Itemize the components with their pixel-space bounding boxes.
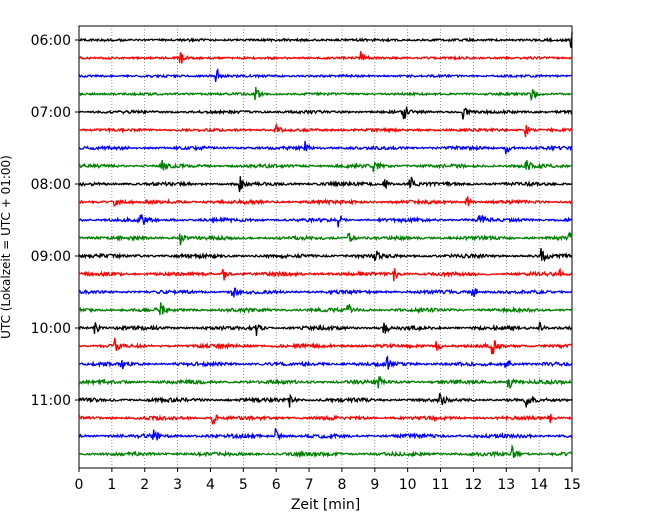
trace-0730 (78, 140, 573, 155)
trace-0715 (78, 122, 573, 138)
x-tick-label: 12 (464, 477, 482, 493)
trace-1100 (78, 392, 573, 408)
trace-0600 (78, 31, 573, 49)
x-tick-label: 2 (140, 477, 149, 493)
trace-1145 (78, 443, 573, 459)
trace-1015 (78, 337, 573, 355)
y-axis-label: UTC (Lokalzeit = UTC + 01:00) (0, 155, 13, 339)
x-axis-ticks: 0 1 2 3 4 5 6 7 8 9 10 11 12 13 14 15 (75, 468, 581, 493)
trace-1000 (78, 321, 573, 336)
trace-0915 (78, 267, 573, 282)
traces (78, 31, 573, 459)
x-tick-label: 6 (272, 477, 281, 493)
x-tick-label: 4 (206, 477, 215, 493)
y-tick-label: 08:00 (31, 177, 71, 193)
trace-1030 (78, 355, 573, 370)
y-tick-label: 07:00 (31, 105, 71, 121)
x-tick-label: 3 (173, 477, 182, 493)
trace-0945 (78, 302, 573, 316)
y-tick-label: 09:00 (31, 249, 71, 265)
trace-1130 (78, 428, 573, 441)
x-tick-label: 13 (497, 477, 515, 493)
trace-1115 (78, 413, 573, 426)
x-tick-label: 1 (107, 477, 116, 493)
x-tick-label: 9 (370, 477, 379, 493)
trace-0845 (78, 231, 573, 246)
trace-0615 (78, 51, 573, 64)
x-tick-label: 7 (305, 477, 314, 493)
x-tick-label: 5 (239, 477, 248, 493)
x-axis-label: Zeit [min] (291, 497, 360, 513)
x-tick-label: 10 (399, 477, 417, 493)
y-tick-label: 11:00 (31, 393, 71, 409)
trace-0630 (78, 67, 573, 82)
trace-0745 (78, 159, 573, 173)
trace-0815 (78, 196, 573, 208)
y-axis-ticks: 06:00 07:00 08:00 09:00 10:00 11:00 (31, 33, 79, 409)
trace-0930 (78, 287, 573, 298)
x-tick-label: 0 (75, 477, 84, 493)
x-tick-label: 11 (432, 477, 450, 493)
plot-area-frame (78, 25, 573, 469)
x-tick-label: 14 (530, 477, 548, 493)
trace-0830 (78, 214, 573, 228)
x-tick-label: 15 (563, 477, 581, 493)
trace-0700 (78, 105, 573, 120)
trace-0800 (78, 176, 573, 193)
trace-0900 (78, 247, 573, 263)
y-tick-label: 06:00 (31, 33, 71, 49)
trace-1045 (78, 375, 573, 389)
x-tick-label: 8 (337, 477, 346, 493)
y-tick-label: 10:00 (31, 321, 71, 337)
trace-0645 (78, 86, 573, 101)
